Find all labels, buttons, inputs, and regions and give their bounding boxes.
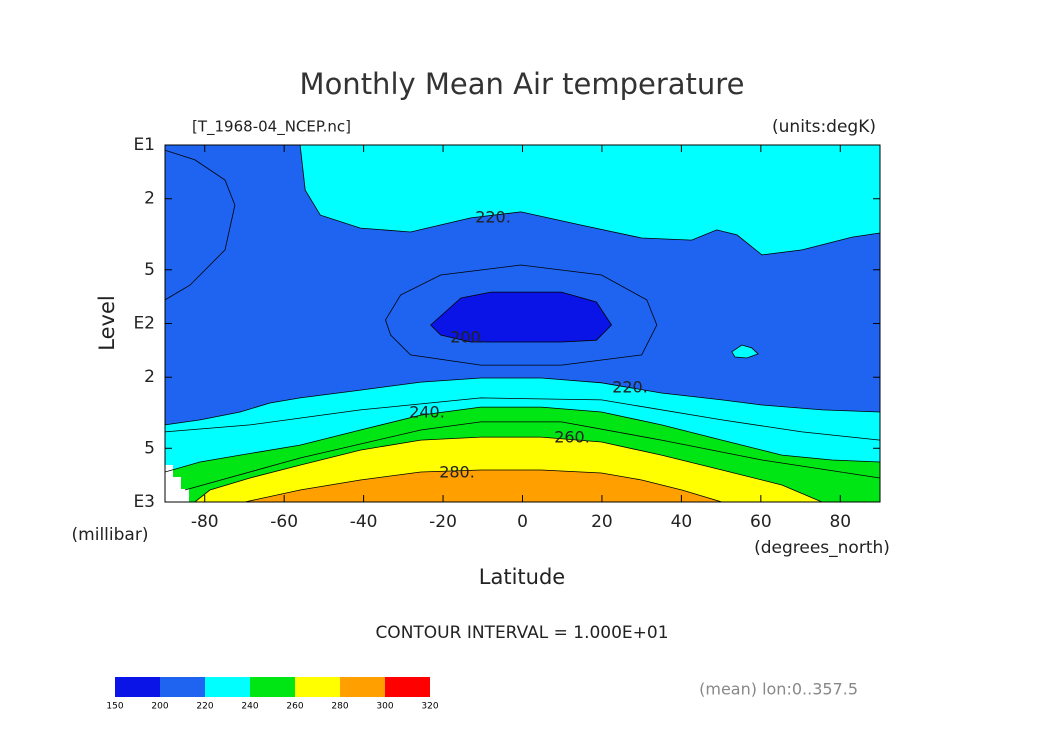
missing-data	[165, 465, 189, 502]
contour-label: 220.	[612, 378, 648, 397]
x-tick-label: 40	[671, 512, 693, 532]
x-unit: (degrees_north)	[754, 538, 890, 558]
y-unit: (millibar)	[72, 525, 149, 545]
colorbar-box	[160, 677, 205, 697]
contour-line	[244, 469, 723, 502]
annotation: (mean) lon:0..357.5	[699, 680, 858, 699]
contour-fills	[165, 145, 880, 502]
y-axis-label: Level	[95, 295, 119, 350]
x-tick-label: -40	[350, 512, 378, 532]
colorbar-box	[385, 677, 430, 697]
contour-label: 220.	[475, 208, 511, 227]
contour-line	[385, 264, 658, 366]
contour-line	[184, 421, 880, 491]
contour-label: 240.	[409, 403, 445, 422]
contour-line	[299, 145, 880, 256]
colorbar-label: 240	[241, 702, 258, 712]
colorbar-label: 150	[106, 702, 123, 712]
contour-line	[165, 149, 236, 301]
contour-line	[165, 406, 880, 473]
x-axis-label: Latitude	[479, 565, 565, 589]
colorbar-label: 280	[331, 702, 348, 712]
colorbar-label: 200	[151, 702, 168, 712]
contour-line	[194, 436, 823, 502]
x-tick-label: 80	[829, 512, 851, 532]
contour-line	[430, 291, 613, 343]
colorbar-label: 220	[196, 702, 213, 712]
colorbar-label: 320	[421, 702, 438, 712]
colorbar: 150 200 220 240 260 280 300 320	[106, 677, 439, 712]
colorbar-box	[205, 677, 250, 697]
contour-label: 200.	[450, 328, 486, 347]
colorbar-box	[295, 677, 340, 697]
colorbar-label: 300	[376, 702, 393, 712]
contour-fill	[300, 145, 880, 255]
colorbar-box	[250, 677, 295, 697]
colorbar-label: 260	[286, 702, 303, 712]
x-tick-label: 60	[750, 512, 772, 532]
x-tick-label: -20	[429, 512, 457, 532]
x-tick-label: -60	[270, 512, 298, 532]
units: (units:degK)	[772, 117, 876, 137]
subtitle: [T_1968-04_NCEP.nc]	[192, 118, 351, 137]
colorbar-box	[115, 677, 160, 697]
y-tick-label: 2	[144, 189, 155, 209]
y-tick-label: 5	[144, 438, 155, 458]
axes: -80 -60 -40 -20 0 20 40 60 80 E1 2 5 E2 2 5 E3	[133, 135, 880, 532]
contour-label: 280.	[439, 463, 475, 482]
contour-line	[731, 344, 759, 359]
contour-lines: 220. 200. 220. 240. 260. 280.	[165, 145, 880, 502]
contour-fill	[165, 470, 880, 502]
x-tick-label: -80	[191, 512, 219, 532]
chart-title: Monthly Mean Air temperature	[300, 67, 745, 101]
y-tick-label: 5	[144, 260, 155, 280]
contour-line	[165, 397, 880, 441]
contour-fill	[430, 292, 612, 342]
contour-interval: CONTOUR INTERVAL = 1.000E+01	[375, 623, 668, 643]
y-tick-label: E3	[133, 492, 155, 512]
contour-label: 260.	[554, 428, 590, 447]
y-tick-label: E2	[133, 314, 155, 334]
y-tick-label: 2	[144, 367, 155, 387]
x-tick-label: 0	[517, 512, 528, 532]
y-tick-label: E1	[133, 135, 155, 155]
colorbar-box	[340, 677, 385, 697]
contour-line	[165, 377, 880, 426]
x-tick-label: 20	[591, 512, 613, 532]
